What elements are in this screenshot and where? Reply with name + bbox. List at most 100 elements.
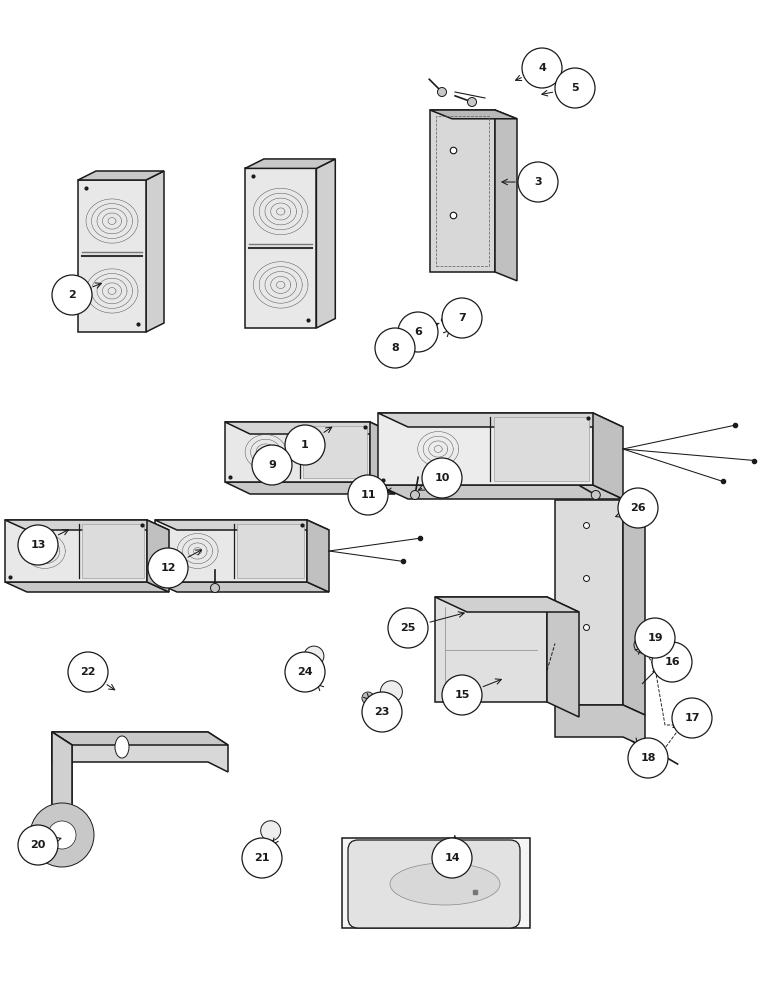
Circle shape [362,692,374,704]
Polygon shape [495,110,517,281]
Circle shape [442,675,482,715]
Text: 7: 7 [458,313,466,323]
Polygon shape [378,413,623,427]
Text: 19: 19 [647,633,663,643]
Circle shape [658,750,666,760]
Circle shape [348,475,388,515]
Polygon shape [52,732,72,858]
Polygon shape [411,322,425,334]
Circle shape [411,490,419,499]
Circle shape [432,838,472,878]
Circle shape [522,48,562,88]
Circle shape [555,68,595,108]
Circle shape [518,162,558,202]
Text: 15: 15 [454,690,469,700]
Circle shape [30,803,94,867]
Text: 12: 12 [161,563,176,573]
Circle shape [211,584,219,592]
Text: 5: 5 [571,83,579,93]
Text: 23: 23 [374,707,390,717]
Text: 17: 17 [684,713,699,723]
Polygon shape [225,482,395,494]
Circle shape [306,672,317,684]
Polygon shape [370,422,395,494]
Polygon shape [555,500,623,705]
Polygon shape [155,520,307,582]
Text: 18: 18 [640,753,655,763]
Polygon shape [676,719,689,731]
Text: 2: 2 [68,290,76,300]
Circle shape [304,646,324,666]
Circle shape [398,312,438,352]
Circle shape [422,458,462,498]
Circle shape [634,637,650,653]
Text: 26: 26 [630,503,646,513]
Polygon shape [155,520,329,530]
Text: 3: 3 [534,177,542,187]
Circle shape [652,642,692,682]
Text: 1: 1 [301,440,309,450]
Bar [303,426,367,478]
Circle shape [638,744,646,752]
Text: 14: 14 [444,853,460,863]
Text: 22: 22 [80,667,96,677]
Polygon shape [245,168,317,328]
Circle shape [591,490,601,499]
Circle shape [638,641,646,649]
Circle shape [48,821,76,849]
Circle shape [375,328,415,368]
Polygon shape [623,500,645,715]
Circle shape [252,445,292,485]
Circle shape [285,652,325,692]
Text: 21: 21 [254,853,269,863]
Text: 4: 4 [538,63,546,73]
Polygon shape [430,110,495,272]
Polygon shape [378,485,623,499]
Polygon shape [52,732,228,745]
Circle shape [634,740,650,756]
Bar [342,838,530,928]
Polygon shape [435,597,579,612]
Polygon shape [147,520,169,592]
Text: 20: 20 [30,840,46,850]
Polygon shape [225,422,395,434]
Polygon shape [52,732,72,858]
Bar [237,524,304,578]
Text: 6: 6 [414,327,422,337]
Ellipse shape [390,863,500,905]
Polygon shape [435,597,547,702]
Bar [82,524,144,578]
Polygon shape [378,413,593,485]
Circle shape [672,698,712,738]
Text: 25: 25 [401,623,415,633]
Circle shape [52,275,92,315]
FancyBboxPatch shape [348,840,520,928]
Circle shape [18,525,58,565]
Polygon shape [78,180,146,332]
Circle shape [261,821,281,841]
Circle shape [654,664,662,672]
Circle shape [362,692,402,732]
Polygon shape [547,597,579,717]
Polygon shape [52,732,228,772]
Circle shape [259,846,270,857]
Circle shape [285,425,325,465]
Text: 13: 13 [30,540,46,550]
Circle shape [468,98,476,106]
Polygon shape [593,413,623,499]
Circle shape [628,738,668,778]
Polygon shape [5,582,169,592]
Text: 8: 8 [391,343,399,353]
Text: 9: 9 [268,460,276,470]
Polygon shape [155,582,329,592]
Ellipse shape [115,736,129,758]
Circle shape [18,825,58,865]
Polygon shape [245,159,335,168]
Polygon shape [225,422,370,482]
Circle shape [68,652,108,692]
Circle shape [242,838,282,878]
Circle shape [441,486,449,495]
Text: 11: 11 [361,490,376,500]
Polygon shape [555,705,645,747]
Circle shape [148,548,188,588]
